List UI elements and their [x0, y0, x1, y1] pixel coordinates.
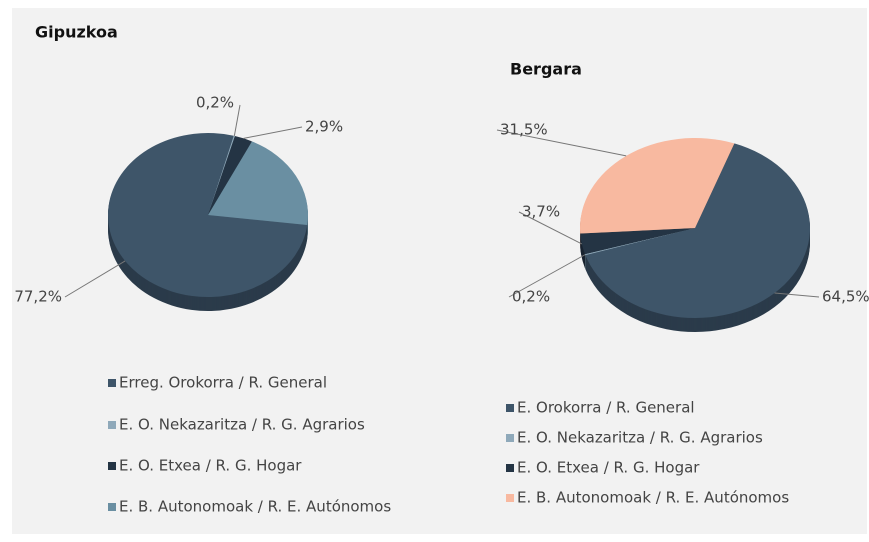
data-label: 3,7% [522, 203, 560, 221]
legend-label: E. B. Autonomoak / R. E. Autónomos [119, 498, 391, 516]
legend-swatch [506, 404, 514, 412]
leader-line [243, 126, 303, 139]
legend-label: E. O. Nekazaritza / R. G. Agrarios [119, 416, 365, 434]
legend-swatch [506, 494, 514, 502]
leader-line [508, 254, 586, 298]
pie-slice [580, 228, 695, 255]
data-label: 64,5% [822, 288, 869, 306]
legend-label: Erreg. Orokorra / R. General [119, 374, 327, 392]
legend-label: E. O. Nekazaritza / R. G. Agrarios [517, 429, 763, 447]
pie-slice [208, 136, 252, 215]
legend-swatch [108, 503, 116, 511]
leader-line [233, 104, 241, 136]
legend-swatch [108, 421, 116, 429]
leader-line [774, 292, 820, 298]
pie-slice [585, 143, 810, 318]
data-label: 0,2% [512, 288, 550, 306]
legend-label: E. O. Etxea / R. G. Hogar [517, 459, 700, 477]
legend-label: E. Orokorra / R. General [517, 399, 695, 417]
legend-swatch [506, 434, 514, 442]
pie-slice [108, 133, 308, 298]
pie-slice [208, 135, 235, 215]
legend-swatch [108, 462, 116, 470]
data-label: 0,2% [196, 94, 234, 112]
legend-swatch [108, 379, 116, 387]
pie-slice [584, 228, 695, 256]
data-label: 77,2% [14, 288, 62, 306]
data-label: 31,5% [500, 121, 548, 139]
pie-slice [208, 141, 308, 225]
chart-title: Gipuzkoa [35, 23, 118, 42]
data-label: 2,9% [305, 118, 343, 136]
pie-slice [580, 138, 735, 234]
legend-swatch [506, 464, 514, 472]
leader-line [64, 260, 126, 298]
leader-line [496, 129, 627, 157]
chart-title: Bergara [510, 60, 582, 79]
leader-line [518, 211, 583, 245]
legend-label: E. O. Etxea / R. G. Hogar [119, 457, 302, 475]
legend-label: E. B. Autonomoak / R. E. Autónomos [517, 489, 789, 507]
